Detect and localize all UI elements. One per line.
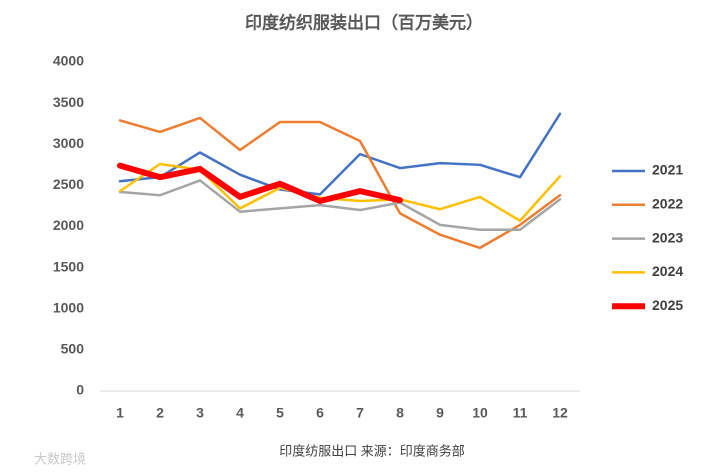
y-tick-label: 500 [61, 341, 85, 357]
y-tick-label: 3000 [53, 135, 84, 151]
legend-label: 2025 [652, 297, 683, 313]
x-tick-label: 3 [196, 405, 204, 421]
y-tick-label: 2000 [53, 217, 84, 233]
chart-title: 印度纺织服装出口（百万美元） [245, 12, 483, 32]
legend-label: 2022 [652, 196, 683, 212]
y-tick-label: 3500 [53, 94, 84, 110]
watermark: 大数跨境 [34, 451, 86, 466]
footer: 印度纺服出口 来源：印度商务部 [279, 443, 465, 458]
x-tick-label: 9 [436, 405, 444, 421]
x-tick-label: 7 [356, 405, 364, 421]
x-tick-label: 5 [276, 405, 284, 421]
legend-label: 2024 [652, 263, 683, 279]
y-tick-label: 1500 [53, 258, 84, 274]
x-tick-label: 10 [472, 405, 488, 421]
x-tick-label: 2 [156, 405, 164, 421]
series-line [118, 116, 562, 250]
y-tick-label: 4000 [53, 53, 84, 69]
y-tick-label: 2500 [53, 176, 84, 192]
x-tick-label: 1 [116, 405, 124, 421]
legend-label: 2023 [652, 229, 683, 245]
x-tick-label: 11 [513, 405, 528, 421]
series-line [118, 179, 562, 232]
y-tick-label: 0 [76, 382, 84, 398]
series-line [118, 112, 562, 196]
x-tick-label: 8 [396, 405, 404, 421]
series-line [117, 162, 403, 205]
x-tick-label: 4 [236, 405, 244, 421]
x-tick-label: 6 [316, 405, 324, 421]
legend-label: 2021 [652, 162, 683, 178]
y-tick-label: 1000 [53, 299, 84, 315]
x-tick-label: 12 [552, 405, 568, 421]
